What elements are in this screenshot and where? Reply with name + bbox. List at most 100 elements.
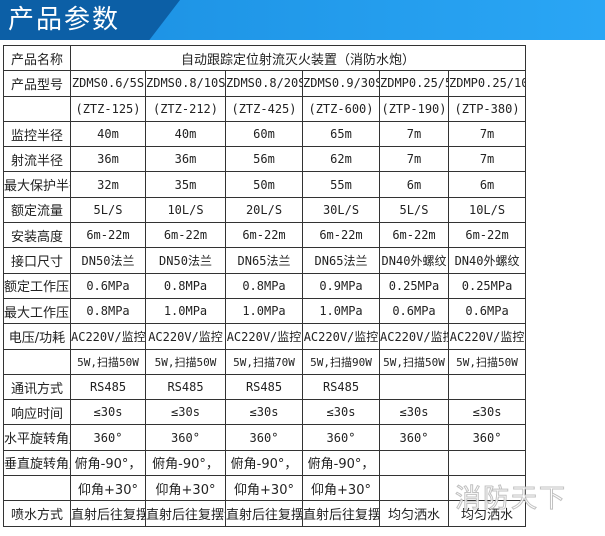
table-cell: 俯角-90°， — [70, 449, 146, 477]
table-row: 仰角+30° 仰角+30° 仰角+30° 仰角+30° — [3, 475, 603, 502]
table-cell: 360° — [225, 424, 303, 451]
table-cell: 360° — [302, 424, 380, 451]
table-cell: 360° — [70, 424, 146, 451]
table-cell: 360° — [145, 424, 226, 451]
table-cell: 10L/S — [447, 196, 527, 224]
table-row: 产品型号 ZDMS0.6/5S ZDMS0.8/10S ZDMS0.8/20S ZDMS… — [3, 70, 603, 97]
row-label — [3, 348, 71, 375]
table-cell: 0.25MPa — [447, 272, 527, 299]
table-cell — [447, 373, 527, 401]
row-label: 垂直旋转角度 — [3, 449, 71, 477]
table-cell: ≤30s — [145, 399, 226, 426]
row-label: 额定流量 — [3, 196, 71, 224]
row-label: 响应时间 — [3, 399, 71, 426]
row-label: 产品型号 — [3, 70, 71, 97]
table-cell: AC220V/监控 — [447, 323, 527, 350]
table-row: 电压/功耗 AC220V/监控 AC220V/监控 AC220V/监控 AC220V/监… — [3, 323, 603, 350]
table-cell: 30L/S — [302, 196, 380, 224]
table-cell: 直射后往复摆动 — [225, 500, 303, 527]
table-row: 射流半径 36m 36m 56m 62m 7m 7m — [3, 146, 603, 173]
table-cell: 65m — [302, 120, 380, 148]
table-cell: 5W,扫描50W — [379, 348, 449, 375]
table-cell: 55m — [302, 171, 380, 198]
table-cell: ≤30s — [379, 399, 449, 426]
table-cell: (ZTZ-600) — [302, 95, 380, 122]
table-row: 5W,扫描50W 5W,扫描50W 5W,扫描70W 5W,扫描90W 5W,扫描50W… — [3, 348, 603, 375]
table-cell: RS485 — [145, 373, 226, 401]
table-cell: DN50法兰 — [70, 247, 146, 274]
table-cell: 0.8MPa — [145, 272, 226, 299]
table-cell: 62m — [302, 146, 380, 173]
table-cell: 0.8MPa — [70, 297, 146, 325]
table-cell: 5W,扫描50W — [447, 348, 527, 375]
watermark-logo: 消防天下 — [454, 484, 568, 515]
row-label — [3, 475, 71, 502]
table-cell: 直射后往复摆动 — [70, 500, 146, 527]
table-cell: 35m — [145, 171, 226, 198]
table-cell: ZDMS0.8/20S — [225, 70, 303, 97]
table-cell: 直射后往复摆动 — [302, 500, 380, 527]
table-cell: 俯角-90°， — [302, 449, 380, 477]
table-cell: 5L/S — [379, 196, 449, 224]
table-cell: 5W,扫描50W — [70, 348, 146, 375]
table-cell: 360° — [379, 424, 449, 451]
table-cell: 7m — [379, 146, 449, 173]
table-cell: 仰角+30° — [70, 475, 146, 502]
table-cell: 6m-22m — [70, 222, 146, 249]
table-cell: ZDMS0.9/30S — [302, 70, 380, 97]
table-cell: 7m — [447, 120, 527, 148]
row-label: 电压/功耗 — [3, 323, 71, 350]
table-cell: 1.0MPa — [145, 297, 226, 325]
table-row: 产品名称 自动跟踪定位射流灭火装置（消防水炮） — [3, 44, 603, 72]
table-cell: 32m — [70, 171, 146, 198]
table-cell: 5W,扫描70W — [225, 348, 303, 375]
table-cell: 6m-22m — [379, 222, 449, 249]
table-row: 最大工作压力0.8MPa1.0MPa1.0MPa1.0MPa0.6MPa0.6M… — [3, 297, 603, 325]
table-cell — [447, 449, 527, 477]
table-cell: 36m — [70, 146, 146, 173]
table-cell: 36m — [145, 146, 226, 173]
table-row: 最大保护半径32m35m50m55m6m6m — [3, 171, 603, 198]
table-cell: DN65法兰 — [302, 247, 380, 274]
product-name: 自动跟踪定位射流灭火装置（消防水炮） — [69, 44, 527, 72]
table-cell: 均匀洒水 — [447, 500, 527, 527]
table-cell: (ZTZ-212) — [145, 95, 226, 122]
table-cell: AC220V/监控 — [225, 323, 303, 350]
table-cell: 均匀洒水 — [379, 500, 449, 527]
table-cell: 俯角-90°， — [145, 449, 226, 477]
table-cell: 6m — [379, 171, 449, 198]
table-cell: AC220V/监控 — [70, 323, 146, 350]
table-cell: 10L/S — [145, 196, 226, 224]
table-cell: 仰角+30° — [225, 475, 303, 502]
table-row: 水平旋转角度360°360°360°360°360°360° — [3, 424, 603, 451]
table-cell: ≤30s — [447, 399, 527, 426]
table-cell: ≤30s — [70, 399, 146, 426]
table-cell: (ZTP-380) — [447, 95, 527, 122]
table-cell: ≤30s — [302, 399, 380, 426]
table-cell: 俯角-90°， — [225, 449, 303, 477]
table-row: 额定工作压力0.6MPa0.8MPa0.8MPa0.9MPa0.25MPa0.2… — [3, 272, 603, 299]
table-cell: (ZTZ-125) — [70, 95, 146, 122]
table-cell: 5L/S — [70, 196, 146, 224]
table-cell: 40m — [70, 120, 146, 148]
table-cell: RS485 — [302, 373, 380, 401]
table-row: (ZTZ-125) (ZTZ-212) (ZTZ-425) (ZTZ-600) (ZTP… — [3, 95, 603, 122]
row-label: 接口尺寸 — [3, 247, 71, 274]
row-label: 水平旋转角度 — [3, 424, 71, 451]
banner-accent — [0, 0, 180, 40]
table-cell: 0.6MPa — [70, 272, 146, 299]
table-cell — [379, 373, 449, 401]
table-row: 额定流量 5L/S 10L/S 20L/S 30L/S 5L/S 10L/S — [3, 196, 603, 224]
table-cell: (ZTP-190) — [379, 95, 449, 122]
table-cell: 6m-22m — [225, 222, 303, 249]
row-label: 喷水方式 — [3, 500, 71, 527]
table-cell — [379, 475, 449, 502]
table-cell: 0.9MPa — [302, 272, 380, 299]
table-cell: 5W,扫描90W — [302, 348, 380, 375]
table-cell: ZDMP0.25/5S — [379, 70, 449, 97]
table-row: 喷水方式直射后往复摆动直射后往复摆动直射后往复摆动直射后往复摆动均匀洒水均匀洒水 — [3, 500, 603, 527]
table-cell: AC220V/监控 — [379, 323, 449, 350]
row-label: 额定工作压力 — [3, 272, 71, 299]
row-label: 射流半径 — [3, 146, 71, 173]
header-banner: 产品参数 — [0, 0, 605, 40]
